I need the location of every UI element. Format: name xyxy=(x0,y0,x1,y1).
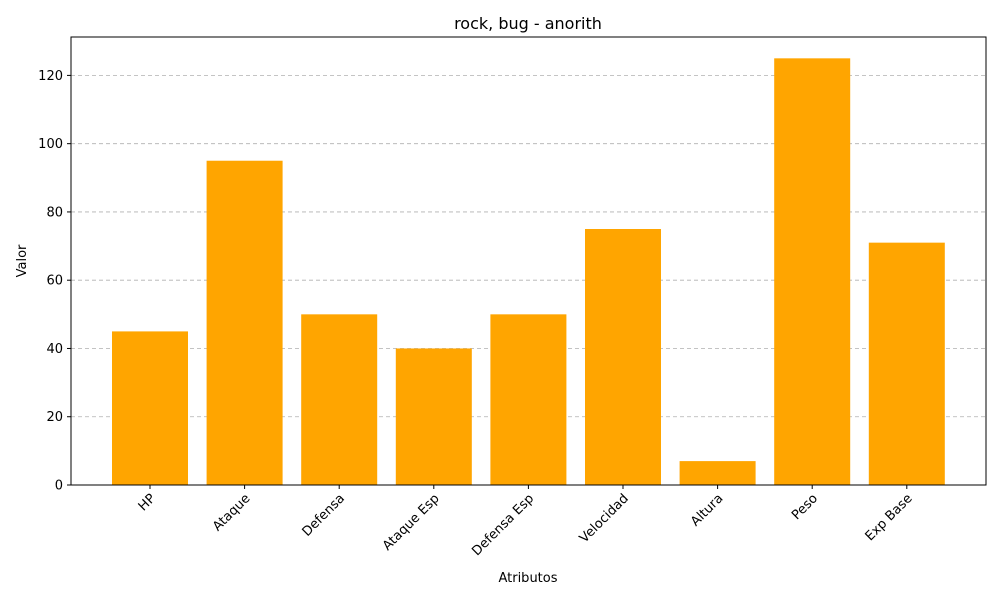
x-tick-label: HP xyxy=(136,491,159,514)
bar-altura xyxy=(679,461,756,485)
bar-ataque-esp xyxy=(395,348,472,485)
x-tick-label: Peso xyxy=(789,491,821,523)
y-tick-label: 60 xyxy=(46,274,63,289)
bar-hp xyxy=(112,331,188,485)
x-axis-label: Atributos xyxy=(498,571,557,586)
bar-velocidad xyxy=(585,229,661,485)
x-tick-label: Exp Base xyxy=(863,491,916,544)
bar-defensa xyxy=(301,314,378,485)
y-tick-label: 120 xyxy=(38,69,63,84)
y-axis-ticks: 0 20 40 60 80 100 120 xyxy=(38,69,71,494)
x-tick-label: Altura xyxy=(688,491,726,529)
x-tick-label: Velocidad xyxy=(577,491,632,546)
bar-defensa-esp xyxy=(490,314,567,485)
chart-title: rock, bug - anorith xyxy=(454,14,602,33)
x-axis-ticks: HP Ataque Defensa Ataque Esp Defensa Esp Velo… xyxy=(136,485,916,559)
x-tick-label: Defensa xyxy=(300,491,348,539)
bar-peso xyxy=(774,58,851,485)
y-axis-label: Valor xyxy=(15,244,30,277)
y-tick-label: 0 xyxy=(55,479,63,494)
y-tick-label: 20 xyxy=(46,410,63,425)
bar-ataque xyxy=(206,160,283,485)
y-tick-label: 40 xyxy=(46,342,63,357)
x-tick-label: Defensa Esp xyxy=(469,491,537,559)
y-tick-label: 100 xyxy=(38,137,63,152)
bar-exp-base xyxy=(868,242,945,485)
y-tick-label: 80 xyxy=(46,205,63,220)
x-tick-label: Ataque xyxy=(210,491,253,534)
bars xyxy=(112,58,945,485)
x-tick-label: Ataque Esp xyxy=(380,491,443,554)
